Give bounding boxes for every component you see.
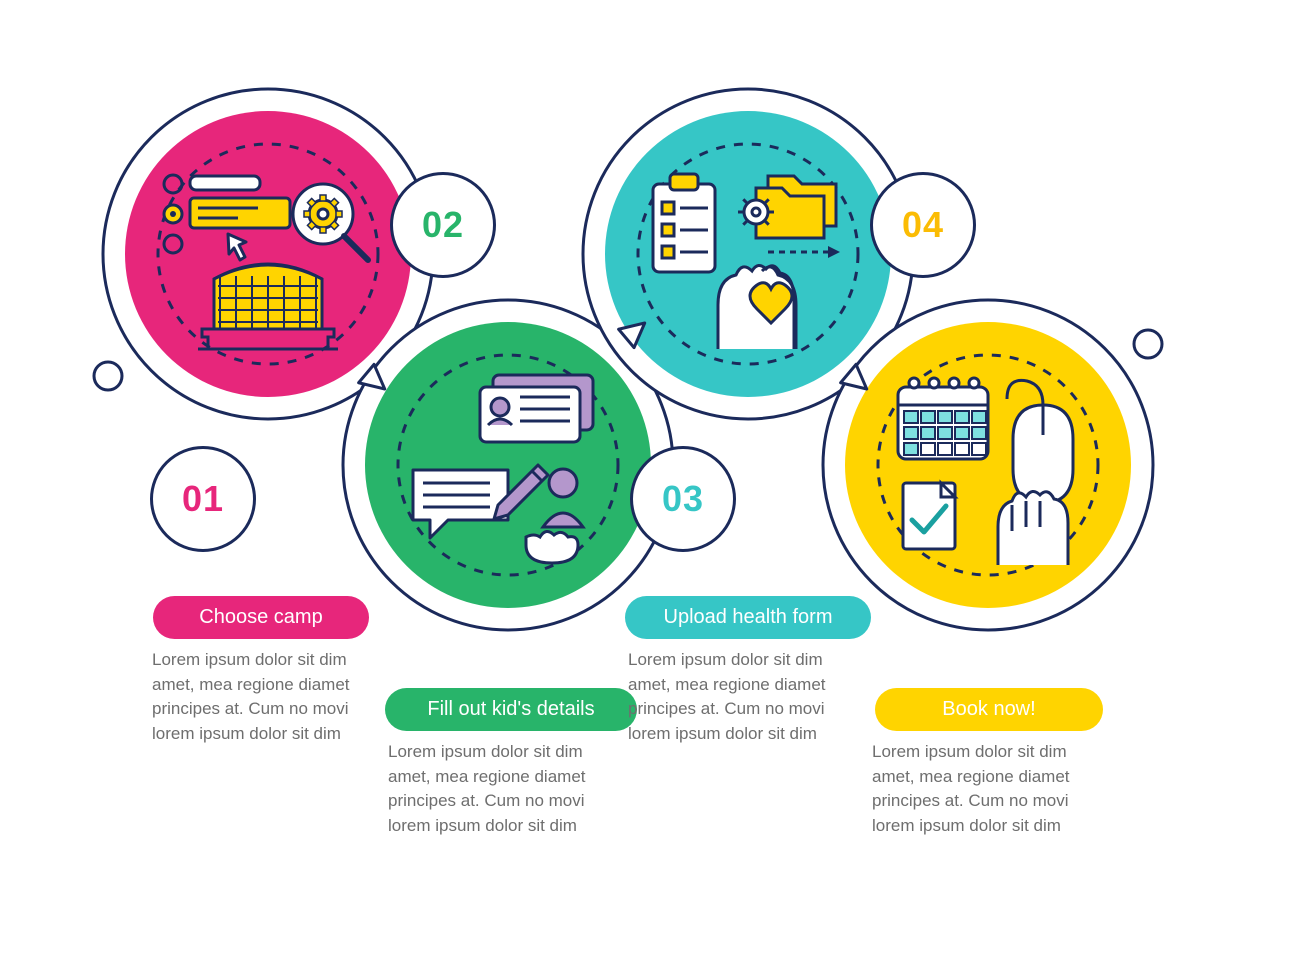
step-number-label: 04 (878, 180, 968, 270)
step-2-desc: Lorem ipsum dolor sit dim amet, mea regi… (388, 740, 618, 839)
step-number-label: 01 (158, 454, 248, 544)
step-1-desc: Lorem ipsum dolor sit dim amet, mea regi… (152, 648, 382, 747)
step-2-title: Fill out kid's details (385, 688, 637, 731)
step-4-end-dot (1128, 324, 1168, 364)
step-number-label: 02 (398, 180, 488, 270)
step-1-number: 01 (150, 446, 256, 552)
step-4-circle (803, 280, 1173, 650)
step-3-title: Upload health form (625, 596, 871, 639)
step-number-label: 03 (638, 454, 728, 544)
step-2-number: 02 (390, 172, 496, 278)
step-4-desc: Lorem ipsum dolor sit dim amet, mea regi… (872, 740, 1102, 839)
step-1-title: Choose camp (153, 596, 369, 639)
connector-arrow (614, 312, 654, 352)
step-3-desc: Lorem ipsum dolor sit dim amet, mea regi… (628, 648, 858, 747)
connector-arrow (836, 360, 876, 400)
step-4-number: 04 (870, 172, 976, 278)
step-1-end-dot (88, 356, 128, 396)
step-3-number: 03 (630, 446, 736, 552)
connector-arrow (354, 360, 394, 400)
step-4-title: Book now! (875, 688, 1103, 731)
